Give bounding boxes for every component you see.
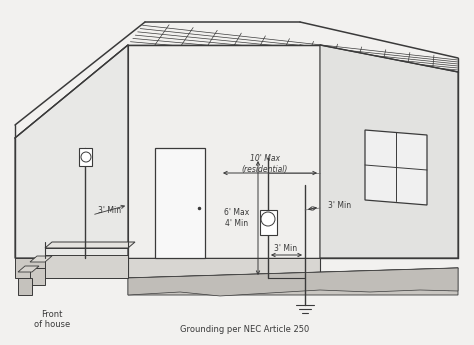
Polygon shape (128, 258, 320, 278)
Text: Front
of house: Front of house (34, 310, 70, 329)
Polygon shape (365, 130, 427, 205)
Polygon shape (45, 255, 128, 278)
Text: 6' Max
4' Min: 6' Max 4' Min (224, 208, 250, 228)
Polygon shape (155, 148, 205, 258)
Polygon shape (45, 242, 135, 248)
Polygon shape (128, 268, 458, 296)
Polygon shape (15, 45, 128, 258)
Text: 3' Min: 3' Min (274, 244, 298, 253)
Polygon shape (18, 278, 32, 295)
Polygon shape (18, 266, 39, 272)
Text: 3' Min: 3' Min (328, 200, 352, 209)
Polygon shape (30, 268, 45, 285)
Circle shape (261, 212, 275, 226)
Polygon shape (128, 268, 458, 295)
Polygon shape (15, 258, 128, 278)
Text: 10' Max
(residential): 10' Max (residential) (242, 154, 288, 174)
Polygon shape (30, 256, 52, 262)
Polygon shape (320, 45, 458, 258)
Text: 3' Min: 3' Min (99, 206, 121, 215)
Polygon shape (79, 148, 92, 166)
Circle shape (81, 152, 91, 162)
Polygon shape (128, 45, 320, 258)
Text: Grounding per NEC Article 250: Grounding per NEC Article 250 (181, 325, 310, 335)
Polygon shape (260, 210, 277, 235)
